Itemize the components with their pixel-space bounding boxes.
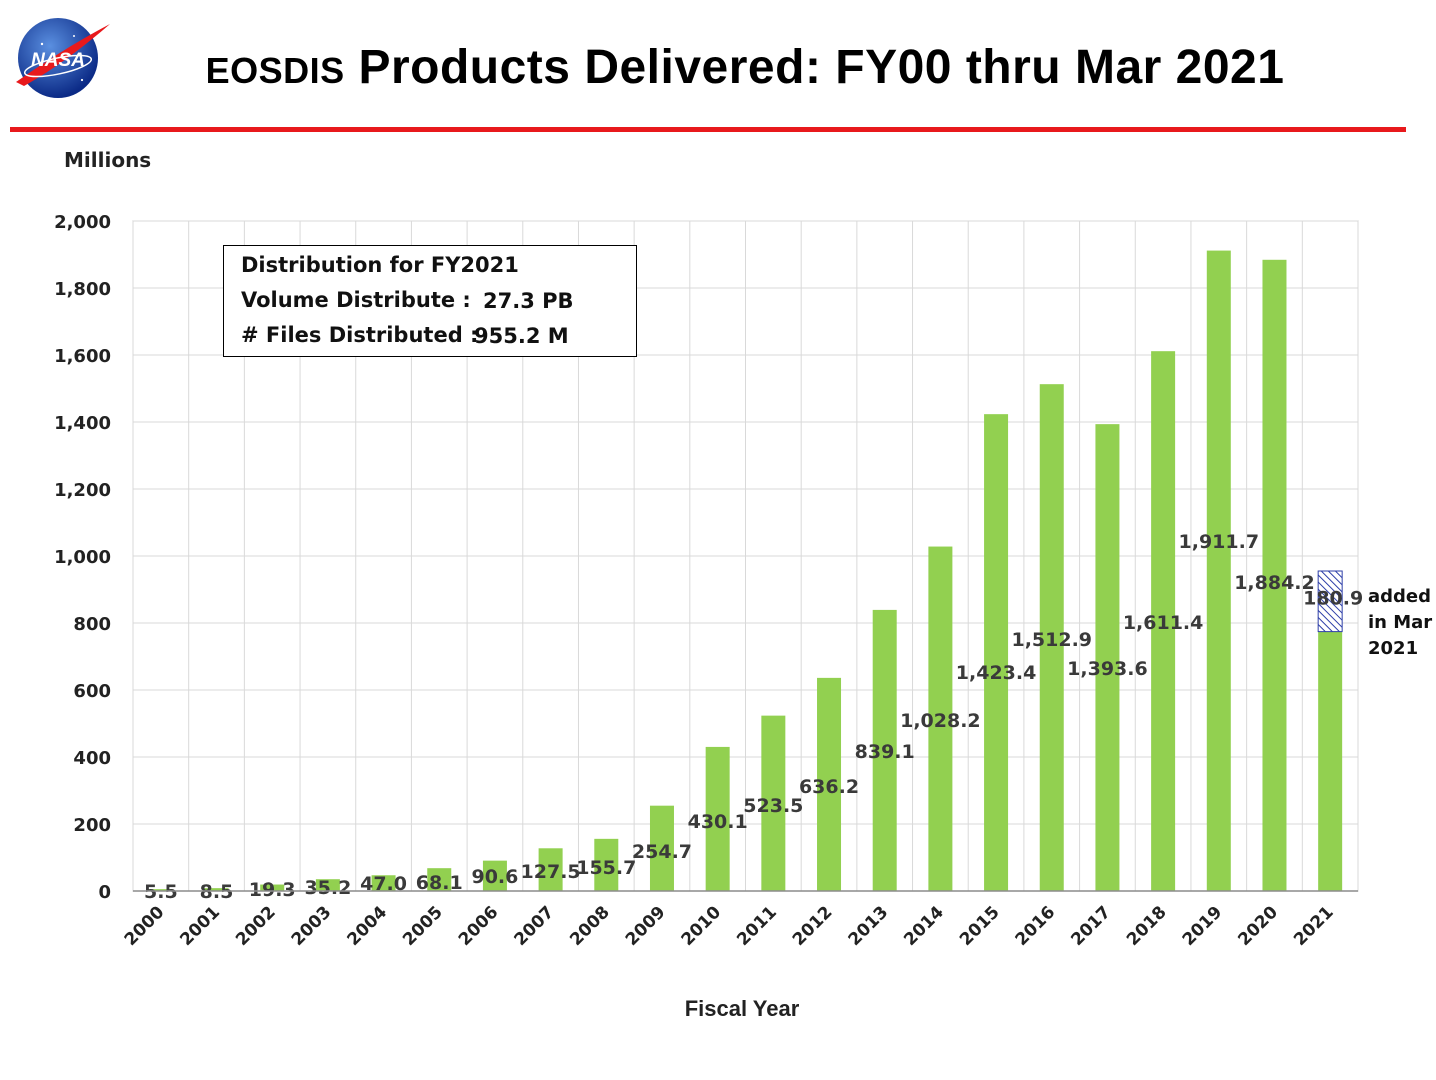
x-tick-label: 2007 [511, 902, 559, 950]
y-tick-label: 1,600 [54, 346, 111, 367]
x-tick-label: 2006 [455, 902, 503, 950]
bar-added-segment [1317, 570, 1343, 633]
value-label-2007: 127.5 [521, 861, 581, 883]
title-divider [10, 127, 1406, 132]
value-label-2001: 8.5 [200, 881, 234, 903]
value-label-2008: 155.7 [576, 857, 636, 879]
value-label-2017: 1,393.6 [1067, 658, 1148, 680]
value-label-2016: 1,512.9 [1011, 629, 1092, 651]
bar-2014 [928, 546, 953, 891]
y-tick-label: 1,000 [54, 547, 111, 568]
title-prefix: EOSDIS [205, 50, 345, 91]
bar-2007 [538, 848, 563, 891]
value-label-2003: 35.2 [304, 877, 351, 899]
x-tick-label: 2019 [1179, 902, 1227, 950]
bar-2000 [148, 889, 173, 891]
x-tick-label: 2004 [343, 902, 391, 950]
bar-2004 [371, 875, 396, 891]
y-tick-label: 1,200 [54, 480, 111, 501]
y-tick-label: 800 [73, 614, 111, 635]
x-tick-label: 2003 [288, 902, 336, 950]
distribution-info-box: Distribution for FY2021 Volume Distribut… [223, 245, 637, 357]
bar-2013 [872, 609, 897, 891]
bar-2005 [427, 868, 452, 891]
bar-2019 [1206, 250, 1231, 891]
value-label-2010: 430.1 [688, 811, 748, 833]
y-tick-label: 1,400 [54, 413, 111, 434]
volume-value: 27.3 PB [483, 289, 574, 313]
x-tick-label: 2011 [733, 902, 781, 950]
files-value: 955.2 M [474, 324, 569, 348]
bar-2017 [1095, 424, 1120, 891]
bar-2008 [594, 838, 619, 891]
value-label-2019: 1,911.7 [1179, 531, 1260, 553]
x-tick-label: 2020 [1234, 902, 1282, 950]
value-label-2000: 5.5 [144, 881, 178, 903]
y-tick-label: 0 [98, 882, 111, 903]
value-label-2014: 1,028.2 [900, 710, 981, 732]
bar-2011 [761, 715, 786, 891]
bar-2018 [1151, 351, 1176, 891]
x-tick-label: 2001 [176, 902, 224, 950]
files-label: # Files Distributed : [241, 323, 479, 347]
bar-2016 [1039, 384, 1064, 891]
added-annotation: added in Mar 2021 [1368, 584, 1436, 662]
value-label-2015: 1,423.4 [956, 662, 1037, 684]
x-tick-label: 2012 [789, 902, 837, 950]
bar-2021 [1318, 631, 1343, 891]
y-tick-label: 600 [73, 681, 111, 702]
value-label-2005: 68.1 [416, 872, 463, 894]
info-heading: Distribution for FY2021 [241, 253, 519, 277]
bar-2006 [482, 860, 507, 891]
nasa-logo: NASA [16, 18, 110, 98]
value-label-2011: 523.5 [743, 795, 803, 817]
bar-2009 [649, 805, 674, 891]
y-tick-label: 400 [73, 748, 111, 769]
x-tick-label: 2005 [399, 902, 447, 950]
added-annotation-line3: 2021 [1368, 638, 1419, 659]
x-tick-label: 2017 [1067, 902, 1115, 950]
bar-2003 [315, 879, 340, 891]
x-axis-title: Fiscal Year [684, 996, 800, 1021]
value-label-2020: 1,884.2 [1234, 572, 1315, 594]
x-tick-label: 2016 [1012, 902, 1060, 950]
added-annotation-line2: in Mar [1368, 612, 1433, 633]
y-axis-unit: Millions [64, 148, 152, 172]
x-tick-label: 2013 [845, 902, 893, 950]
bar-2020 [1262, 259, 1287, 892]
page-title: EOSDIS Products Delivered: FY00 thru Mar… [140, 40, 1350, 95]
x-tick-label: 2015 [956, 902, 1004, 950]
bar-2002 [260, 884, 285, 891]
title-main: Products Delivered: FY00 thru Mar 2021 [358, 41, 1285, 94]
y-tick-label: 200 [73, 815, 111, 836]
x-tick-label: 2010 [678, 902, 726, 950]
value-label-2009: 254.7 [632, 841, 692, 863]
y-tick-label: 2,000 [54, 212, 111, 233]
x-tick-label: 2018 [1123, 902, 1171, 950]
value-label-added: 180.9 [1303, 587, 1363, 609]
x-tick-label: 2009 [622, 902, 670, 950]
x-tick-label: 2021 [1290, 902, 1338, 950]
value-label-2002: 19.3 [249, 879, 296, 901]
bar-2015 [984, 414, 1009, 891]
volume-label: Volume Distribute : [241, 288, 471, 312]
x-tick-label: 2002 [232, 902, 280, 950]
bar-2012 [817, 677, 842, 891]
value-label-2013: 839.1 [855, 741, 915, 763]
logo-text: NASA [31, 50, 85, 71]
value-label-2012: 636.2 [799, 776, 859, 798]
added-annotation-line1: added [1368, 586, 1432, 607]
x-tick-label: 2014 [900, 902, 948, 950]
value-label-2006: 90.6 [471, 866, 518, 888]
y-tick-label: 1,800 [54, 279, 111, 300]
value-label-2018: 1,611.4 [1123, 612, 1204, 634]
bar-2001 [204, 888, 229, 891]
bar-2010 [705, 746, 730, 891]
x-tick-label: 2008 [566, 902, 614, 950]
x-tick-label: 2000 [121, 902, 169, 950]
value-label-2004: 47.0 [360, 873, 407, 895]
